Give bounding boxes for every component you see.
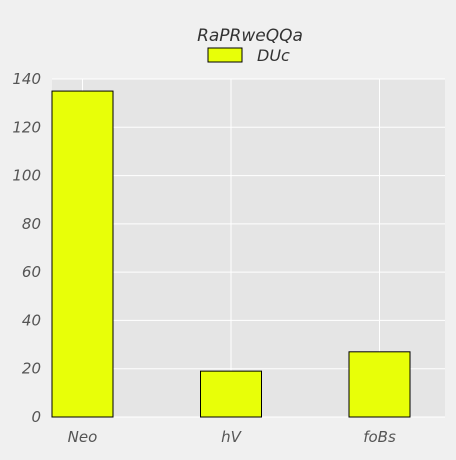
grid-lines bbox=[52, 78, 445, 418]
x-tick-label: foBs bbox=[363, 428, 396, 446]
bars bbox=[51, 90, 411, 418]
y-tick-label: 80 bbox=[22, 215, 41, 233]
y-tick-label: 140 bbox=[12, 70, 41, 88]
x-tick-label: hV bbox=[221, 428, 243, 446]
chart-title: RaPRweQQa bbox=[197, 26, 303, 46]
legend: DUc bbox=[207, 46, 290, 65]
x-axis-tick-labels: Neo hV foBs bbox=[68, 428, 396, 446]
bar-foBs bbox=[348, 351, 411, 418]
bar-hV bbox=[200, 370, 262, 418]
y-tick-label: 60 bbox=[22, 263, 41, 281]
y-tick-label: 120 bbox=[12, 118, 41, 136]
y-axis-tick-labels: 0 20 40 60 80 100 120 140 bbox=[12, 70, 41, 426]
y-tick-label: 0 bbox=[31, 408, 41, 426]
legend-label: DUc bbox=[257, 46, 290, 65]
bar-Neo bbox=[51, 90, 114, 418]
y-tick-label: 40 bbox=[22, 311, 41, 329]
x-tick-label: Neo bbox=[68, 428, 98, 446]
legend-swatch bbox=[207, 47, 243, 63]
y-tick-label: 20 bbox=[22, 360, 41, 378]
y-tick-label: 100 bbox=[12, 167, 41, 185]
